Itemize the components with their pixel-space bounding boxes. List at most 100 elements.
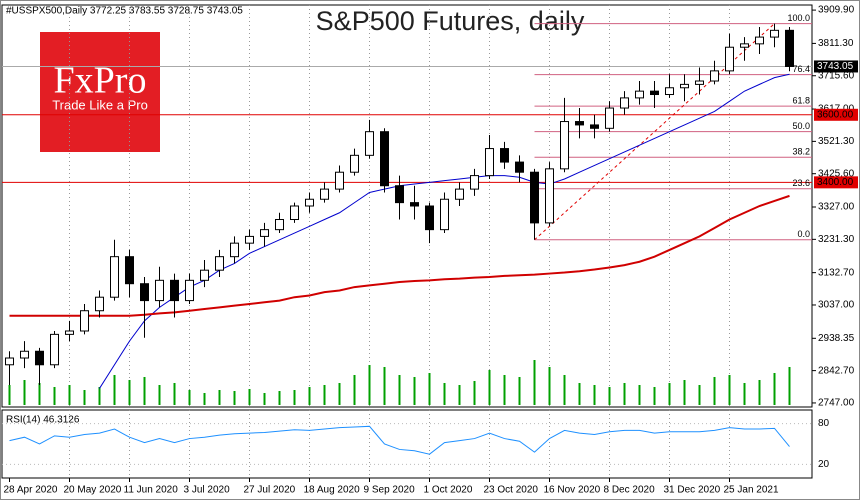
volume-bar: [578, 383, 581, 405]
candle-body: [590, 124, 599, 129]
chart-title: S&P500 Futures, daily: [316, 6, 585, 36]
candle-body: [230, 242, 239, 258]
volume-bar: [413, 377, 416, 405]
volume-bar: [503, 375, 506, 405]
volume-bar: [38, 383, 41, 405]
candle-body: [770, 29, 779, 38]
volume-bar: [113, 375, 116, 405]
volume-bar: [668, 383, 671, 405]
candle-body: [665, 87, 674, 96]
candle-body: [20, 350, 29, 359]
candle-body: [215, 256, 224, 271]
x-tick-label: 31 Dec 2020: [664, 485, 721, 496]
volume-bar: [398, 375, 401, 405]
level-label: 3400.00: [817, 177, 854, 188]
candle-body: [740, 43, 749, 48]
candle-body: [50, 333, 59, 366]
volume-bar: [323, 385, 326, 405]
volume-bar: [23, 380, 26, 405]
volume-bar: [638, 385, 641, 405]
x-tick-label: 25 Jan 2021: [724, 485, 779, 496]
candle-body: [755, 36, 764, 45]
volume-bar: [473, 381, 476, 405]
fib-label: 76.4: [792, 64, 810, 74]
candle-body: [365, 131, 374, 156]
fib-label: 38.2: [792, 147, 810, 157]
candle-body: [425, 205, 434, 231]
volume-bar: [653, 387, 656, 405]
candle-body: [140, 283, 149, 302]
candle-body: [470, 175, 479, 190]
candle-body: [185, 279, 194, 302]
candle-body: [500, 148, 509, 163]
fib-label: 100.0: [787, 13, 810, 23]
y-tick-label: 3909.90: [818, 5, 855, 16]
candle-body: [110, 256, 119, 298]
volume-bar: [143, 377, 146, 405]
candle-body: [65, 330, 74, 335]
volume-bar: [563, 375, 566, 405]
x-tick-label: 11 Jun 2020: [124, 485, 179, 496]
volume-bar: [353, 375, 356, 405]
volume-bar: [548, 367, 551, 405]
candle-body: [530, 171, 539, 224]
x-tick-label: 16 Nov 2020: [544, 485, 601, 496]
candle-body: [710, 70, 719, 82]
volume-bar: [233, 391, 236, 405]
rsi-tick-label: 80: [818, 418, 830, 429]
candle-body: [605, 107, 614, 129]
x-tick-label: 9 Sep 2020: [364, 485, 416, 496]
candle-body: [545, 168, 554, 224]
x-tick-label: 28 Apr 2020: [4, 485, 58, 496]
volume-bar: [248, 389, 251, 405]
candle-body: [35, 350, 44, 366]
last-label-bg: [814, 60, 858, 73]
volume-bar: [683, 380, 686, 405]
volume-bar: [383, 367, 386, 405]
y-tick-label: 2938.35: [818, 333, 855, 344]
volume-bar: [263, 393, 266, 405]
volume-bar: [443, 383, 446, 405]
x-tick-label: 18 Aug 2020: [304, 485, 361, 496]
y-tick-label: 2842.70: [818, 365, 855, 376]
moving-average: [99, 73, 790, 389]
volume-bar: [98, 387, 101, 405]
x-tick-label: 3 Jul 2020: [184, 485, 231, 496]
candle-body: [560, 121, 569, 170]
volume-bar: [428, 373, 431, 405]
rsi-label: RSI(14) 46.3126: [6, 415, 80, 426]
y-tick-label: 3425.60: [818, 168, 855, 179]
candle-body: [5, 357, 14, 366]
level-label-bg: [814, 108, 858, 121]
volume-bar: [218, 390, 221, 405]
candle-body: [410, 202, 419, 207]
y-tick-label: 3327.00: [818, 202, 855, 213]
y-tick-label: 3715.60: [818, 70, 855, 81]
x-tick-label: 20 May 2020: [64, 485, 122, 496]
candle-body: [320, 188, 329, 200]
volume-bar: [773, 373, 776, 405]
volume-bar: [188, 390, 191, 405]
volume-bar: [488, 370, 491, 405]
volume-bar: [83, 390, 86, 405]
price-panel: [1, 4, 813, 408]
candle-body: [95, 296, 104, 312]
candle-body: [395, 185, 404, 204]
volume-bar: [338, 383, 341, 405]
volume-bar: [308, 387, 311, 405]
y-tick-label: 3132.70: [818, 267, 855, 278]
volume-bar: [698, 385, 701, 405]
volume-bar: [593, 385, 596, 405]
volume-bar: [158, 385, 161, 405]
candle-body: [290, 205, 299, 221]
level-label: 3600.00: [817, 109, 854, 120]
y-tick-label: 3811.30: [818, 38, 854, 49]
candle-body: [125, 256, 134, 285]
x-tick-label: 8 Dec 2020: [604, 485, 656, 496]
candle-body: [275, 219, 284, 231]
x-tick-label: 23 Oct 2020: [484, 485, 539, 496]
rsi-tick-label: 20: [818, 459, 830, 470]
candle-body: [680, 83, 689, 89]
volume-bar: [518, 377, 521, 405]
